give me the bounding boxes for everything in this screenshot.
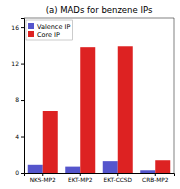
bar: [43, 111, 58, 173]
y-axis: 0 4 8 12 16: [11, 19, 24, 177]
bar: [118, 46, 133, 173]
frame: [24, 18, 174, 19]
plot: 0 4 8 12 16 NKS-MP2 EKT-MP2 EKT-CCSD CRB-MP2 Vale…: [11, 18, 174, 183]
frame: [174, 18, 175, 173]
legend-label: Valence IP: [37, 23, 70, 31]
bar: [80, 47, 95, 173]
y-axis-line: [21, 19, 25, 174]
y-tick: 4: [15, 133, 24, 140]
x-tick-label: EKT-CCSD: [104, 177, 133, 183]
y-tick: 8: [15, 96, 24, 103]
legend: Valence IPCore IP: [26, 20, 72, 40]
chart: 0 4 8 12 16 NKS-MP2 EKT-MP2 EKT-CCSD CRB-MP2 Vale…: [0, 0, 180, 189]
x-tick-mark: [117, 173, 118, 176]
x-tick: EKT-MP2: [68, 173, 93, 183]
x-tick: NKS-MP2: [30, 173, 56, 183]
bar: [65, 167, 80, 173]
x-tick-mark: [80, 173, 81, 176]
y-tick-mark: [21, 137, 24, 138]
x-tick-label: CRB-MP2: [142, 177, 169, 183]
x-tick: CRB-MP2: [142, 173, 169, 183]
legend-swatch: [28, 23, 34, 29]
x-tick-label: EKT-MP2: [68, 177, 93, 183]
y-tick: 0: [15, 169, 24, 176]
y-tick-mark: [21, 173, 24, 174]
bars: [28, 46, 171, 173]
bar: [155, 160, 170, 173]
y-tick-mark: [21, 100, 24, 101]
bar: [103, 161, 118, 173]
y-tick-label: 0: [15, 169, 19, 176]
bar: [140, 170, 155, 173]
x-tick: EKT-CCSD: [104, 173, 133, 183]
y-tick-mark: [21, 27, 24, 28]
legend-item: Valence IP: [28, 23, 70, 31]
bar: [28, 165, 43, 173]
x-axis: NKS-MP2 EKT-MP2 EKT-CCSD CRB-MP2: [25, 173, 175, 183]
y-tick-label: 8: [15, 96, 19, 103]
y-tick-label: 12: [11, 60, 19, 67]
x-tick-mark: [155, 173, 156, 176]
legend-label: Core IP: [37, 31, 60, 39]
x-tick-mark: [42, 173, 43, 176]
y-tick-label: 4: [15, 133, 19, 140]
y-tick: 16: [11, 24, 24, 31]
title: (a) MADs for benzene IPs: [46, 5, 153, 15]
x-tick-label: NKS-MP2: [30, 177, 56, 183]
y-tick-label: 16: [11, 24, 19, 31]
x-axis-line: [25, 174, 175, 177]
y-tick-mark: [21, 64, 24, 65]
legend-item: Core IP: [28, 31, 60, 39]
legend-swatch: [28, 31, 34, 37]
legend-box: [26, 20, 72, 40]
y-tick: 12: [11, 60, 24, 67]
